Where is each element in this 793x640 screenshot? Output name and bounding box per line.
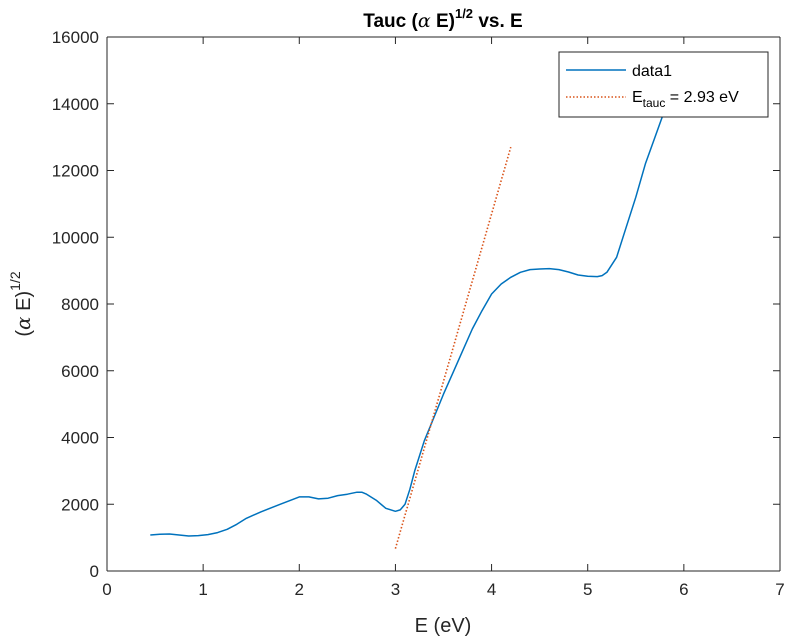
legend-box — [558, 51, 769, 118]
x-tick-label: 0 — [102, 580, 111, 599]
y-axis-label: (α E)1/2 — [7, 271, 35, 336]
x-tick-label: 1 — [198, 580, 207, 599]
x-tick-label: 5 — [583, 580, 592, 599]
x-tick-label: 4 — [487, 580, 496, 599]
title-tail: vs. E — [473, 11, 523, 32]
series-layer — [150, 93, 672, 549]
title-main: Tauc ( — [363, 11, 418, 32]
y-tick-group: 0 2000 4000 6000 8000 10000 12000 14000 16000 — [52, 28, 780, 581]
y-tick-label: 10000 — [52, 228, 99, 247]
title-mid: E) — [431, 11, 455, 32]
y-tick-label: 16000 — [52, 28, 99, 47]
series-line-data1 — [150, 93, 672, 537]
title-alpha: α — [418, 10, 431, 32]
x-axis-label: E (eV) — [415, 615, 472, 637]
x-tick-label: 6 — [679, 580, 688, 599]
plot-area — [107, 37, 780, 571]
y-tick-label: 2000 — [61, 495, 99, 514]
ylabel-sup: 1/2 — [7, 271, 23, 291]
legend-etauc-base: E — [632, 89, 643, 106]
ylabel-mid: E) — [13, 291, 35, 317]
ylabel-alpha: α — [11, 316, 35, 330]
x-tick-group: 0 1 2 3 4 5 6 7 — [102, 37, 785, 599]
x-tick-label: 7 — [775, 580, 784, 599]
title-sup: 1/2 — [455, 6, 473, 21]
ylabel-main: ( — [13, 330, 35, 337]
y-tick-label: 0 — [90, 562, 99, 581]
legend-etauc-sub: tauc — [643, 96, 666, 110]
x-tick-label: 2 — [295, 580, 304, 599]
y-tick-label: 6000 — [61, 362, 99, 381]
y-tick-label: 14000 — [52, 95, 99, 114]
legend-label-data1: data1 — [632, 63, 672, 80]
y-tick-label: 8000 — [61, 295, 99, 314]
chart-title: Tauc (α E)1/2 vs. E — [363, 6, 522, 32]
x-tick-label: 3 — [391, 580, 400, 599]
legend: data1 Etauc = 2.93 eV — [558, 51, 769, 118]
legend-etauc-tail: = 2.93 eV — [665, 89, 739, 106]
legend-label-etauc: Etauc = 2.93 eV — [632, 89, 739, 110]
y-tick-label: 12000 — [52, 162, 99, 181]
y-tick-label: 4000 — [61, 429, 99, 448]
